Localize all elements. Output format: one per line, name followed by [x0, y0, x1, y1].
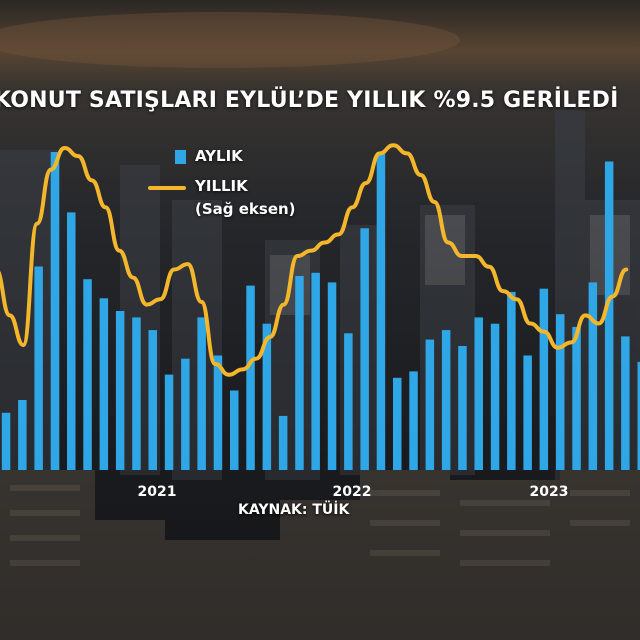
bar-aylik-34: [539, 288, 549, 470]
bar-aylik-25: [393, 377, 402, 470]
bar-aylik-16: [246, 285, 255, 470]
bar-aylik-28: [441, 330, 451, 470]
bar-aylik-19: [295, 276, 304, 470]
legend-line-swatch: [148, 186, 186, 190]
bar-aylik-24: [376, 152, 386, 470]
bar-aylik-29: [458, 346, 467, 470]
bar-aylik-12: [181, 358, 190, 470]
legend-right-axis-note: (Sağ eksen): [195, 200, 296, 218]
bar-aylik-31: [490, 323, 500, 470]
bar-aylik-35: [556, 314, 565, 470]
x-axis-ticks: 2021 2022 2023: [138, 484, 569, 500]
bar-aylik-13: [197, 317, 206, 470]
bar-aylik-26: [409, 371, 418, 470]
bar-aylik-9: [132, 317, 141, 470]
bar-aylik-27: [425, 339, 435, 470]
bar-aylik-15: [230, 390, 239, 470]
bar-aylik-8: [115, 311, 125, 470]
legend-bar-swatch: [175, 150, 186, 164]
bar-aylik-30: [474, 317, 483, 470]
bar-aylik-3: [34, 266, 43, 470]
bar-aylik-20: [311, 272, 320, 470]
chart-title: KONUT SATIŞLARI EYLÜL’DE YILLIK %9.5 GER…: [0, 88, 619, 113]
bar-aylik-21: [327, 282, 337, 470]
bar-aylik-33: [523, 355, 532, 470]
bar-aylik-5: [67, 212, 76, 470]
bar-aylik-1: [1, 412, 11, 470]
x-tick-label-2022: 2022: [333, 484, 372, 500]
bar-aylik-37: [588, 282, 598, 470]
bar-aylik-22: [344, 333, 353, 470]
bar-aylik-4: [50, 152, 60, 470]
bar-aylik-23: [360, 228, 369, 470]
x-tick-label-2023: 2023: [530, 484, 569, 500]
bar-aylik-11: [164, 374, 174, 470]
legend-yillik-label: YILLIK: [195, 177, 248, 195]
bar-aylik-17: [262, 323, 272, 470]
bar-aylik-10: [148, 330, 157, 470]
bar-aylik-40: [637, 361, 640, 470]
source-label: KAYNAK: TÜİK: [238, 502, 350, 518]
legend-aylik-label: AYLIK: [195, 147, 243, 165]
x-tick-label-2021: 2021: [138, 484, 177, 500]
bar-aylik-14: [213, 355, 223, 470]
yearly-line: [0, 143, 629, 377]
bar-aylik-32: [507, 291, 516, 470]
bar-aylik-39: [621, 336, 630, 470]
monthly-bars: [1, 152, 640, 470]
bar-aylik-6: [83, 279, 92, 470]
bar-aylik-7: [99, 298, 109, 470]
bar-aylik-38: [604, 161, 614, 470]
bar-aylik-36: [572, 326, 581, 470]
bar-aylik-2: [18, 400, 27, 470]
bar-aylik-18: [278, 415, 288, 470]
